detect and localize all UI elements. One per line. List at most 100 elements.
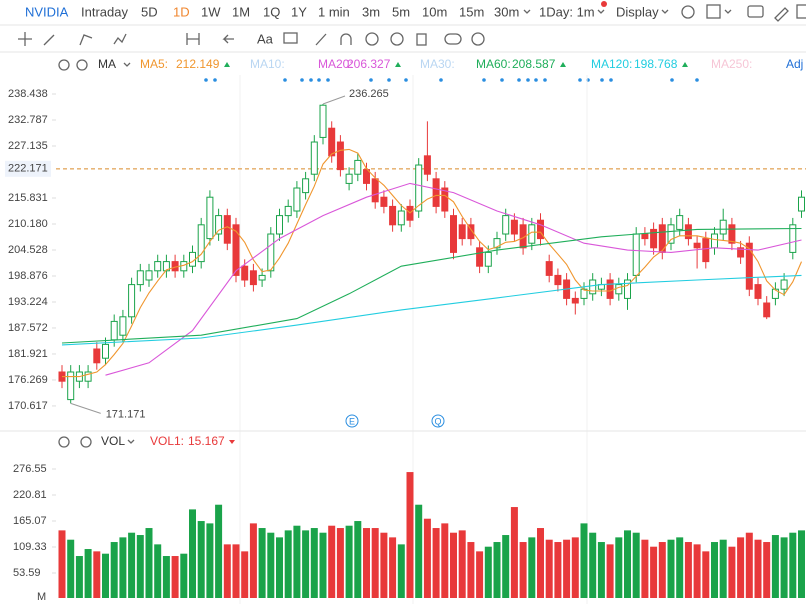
period-tab[interactable]: 30m xyxy=(494,4,519,19)
volume-bar xyxy=(84,549,92,598)
y-tick-label: 204.528 xyxy=(8,244,48,256)
volume-settings[interactable] xyxy=(58,436,70,448)
volume-bar xyxy=(336,528,344,598)
magnet-tool[interactable] xyxy=(340,33,352,45)
text-tool[interactable]: Aa xyxy=(257,31,274,46)
period-tab[interactable]: Intraday xyxy=(81,4,128,19)
camera-icon[interactable] xyxy=(747,5,764,18)
caret xyxy=(523,9,531,14)
period-tab[interactable]: 3m xyxy=(362,4,380,19)
candle-body xyxy=(763,302,771,318)
period-tab[interactable]: 1D xyxy=(173,4,190,19)
event-dots xyxy=(204,78,699,82)
volume-bar xyxy=(519,542,527,598)
candle-body xyxy=(632,233,640,276)
ma-value: 206.327 xyxy=(347,57,391,71)
period-tab[interactable]: 5D xyxy=(141,4,158,19)
candle-body xyxy=(67,371,75,401)
y-tick-label: 232.787 xyxy=(8,114,48,126)
measure-tool[interactable] xyxy=(186,33,200,45)
candle-body xyxy=(136,270,144,286)
line-tool[interactable] xyxy=(43,34,55,46)
event-markers: E Q xyxy=(345,414,445,428)
settings-icon[interactable] xyxy=(681,5,695,19)
trend-arrow xyxy=(395,62,401,67)
current-price-box xyxy=(5,160,51,177)
volume-bar xyxy=(450,532,457,598)
indicator-close[interactable] xyxy=(76,59,88,71)
quarter-letter: Q xyxy=(434,416,441,426)
volume-bar xyxy=(597,542,605,598)
period-tab[interactable]: 1Y xyxy=(291,4,307,19)
ma-label: MA30: xyxy=(420,57,455,71)
volume-bar xyxy=(458,530,466,598)
tool-settings[interactable] xyxy=(471,32,485,46)
period-tab[interactable]: 15m xyxy=(459,4,484,19)
display-select[interactable]: Display xyxy=(616,4,659,19)
volume-bar xyxy=(571,537,579,598)
candle-body xyxy=(380,196,388,207)
volume-bar xyxy=(632,532,640,598)
checkbox-icon[interactable] xyxy=(706,4,721,19)
back-tool[interactable] xyxy=(222,34,234,44)
candle-body xyxy=(606,279,614,299)
volume-bar xyxy=(302,530,310,598)
channel-tool[interactable] xyxy=(79,34,93,46)
candle-body xyxy=(432,178,440,207)
earnings-marker[interactable] xyxy=(345,414,359,428)
volume-bar xyxy=(215,504,223,598)
period-tab[interactable]: 5m xyxy=(392,4,410,19)
volume-close[interactable] xyxy=(80,436,92,448)
earnings-letter: E xyxy=(349,416,355,426)
ma-value: 212.149 xyxy=(176,57,220,71)
y-tick-label: 220.81 xyxy=(13,489,47,501)
quarter-marker[interactable] xyxy=(431,414,445,428)
ma-label: MA5: xyxy=(140,57,168,71)
period-tab[interactable]: 1Q xyxy=(263,4,280,19)
ruler-tool[interactable] xyxy=(315,33,327,46)
candle-body xyxy=(771,288,779,299)
candle-body xyxy=(667,224,675,244)
volume-bar xyxy=(389,537,397,598)
expand-icon[interactable] xyxy=(796,4,806,19)
crosshair-tool[interactable] xyxy=(18,32,32,46)
symbol[interactable]: NVIDIA xyxy=(25,4,69,19)
price-chart: 238.438 232.787 227.135 215.831 210.180 204.5… xyxy=(5,88,806,420)
note-tool[interactable] xyxy=(283,32,298,44)
ma-label: MA20: xyxy=(318,57,353,71)
candle-body xyxy=(450,215,457,253)
candle-body xyxy=(676,215,684,230)
link-tool[interactable] xyxy=(444,33,462,45)
adjust-toggle[interactable]: Adj xyxy=(786,57,803,71)
indicator-settings[interactable] xyxy=(58,59,70,71)
volume-bar xyxy=(798,530,805,598)
candle-body xyxy=(693,242,701,249)
candle-body xyxy=(267,233,275,272)
volume-bar xyxy=(789,532,797,598)
delete-tool[interactable] xyxy=(416,33,427,46)
volume-bar xyxy=(667,539,675,598)
candle-body xyxy=(319,104,327,138)
volume-bar xyxy=(693,544,701,598)
volume-bar xyxy=(728,546,736,598)
lock-tool[interactable] xyxy=(365,32,379,46)
period-tab[interactable]: 1M xyxy=(232,4,250,19)
volume-bar xyxy=(737,537,745,598)
candle-body xyxy=(493,238,501,249)
candle-body xyxy=(249,270,257,286)
period-tab[interactable]: 1 min xyxy=(318,4,350,19)
volume-bar xyxy=(406,472,414,598)
volume-bar xyxy=(702,551,710,598)
candle-body xyxy=(798,196,805,212)
interval-select[interactable]: 1Day: 1m xyxy=(539,4,595,19)
wave-tool[interactable] xyxy=(113,33,127,45)
hide-tool[interactable] xyxy=(390,32,404,46)
period-tab[interactable]: 1W xyxy=(201,4,221,19)
volume-bar xyxy=(58,530,66,598)
period-tab[interactable]: 10m xyxy=(422,4,447,19)
min-label: 171.171 xyxy=(106,408,146,420)
current-price-label: 222.171 xyxy=(8,163,48,175)
pen-icon[interactable] xyxy=(774,7,789,22)
candle-body xyxy=(423,155,431,175)
